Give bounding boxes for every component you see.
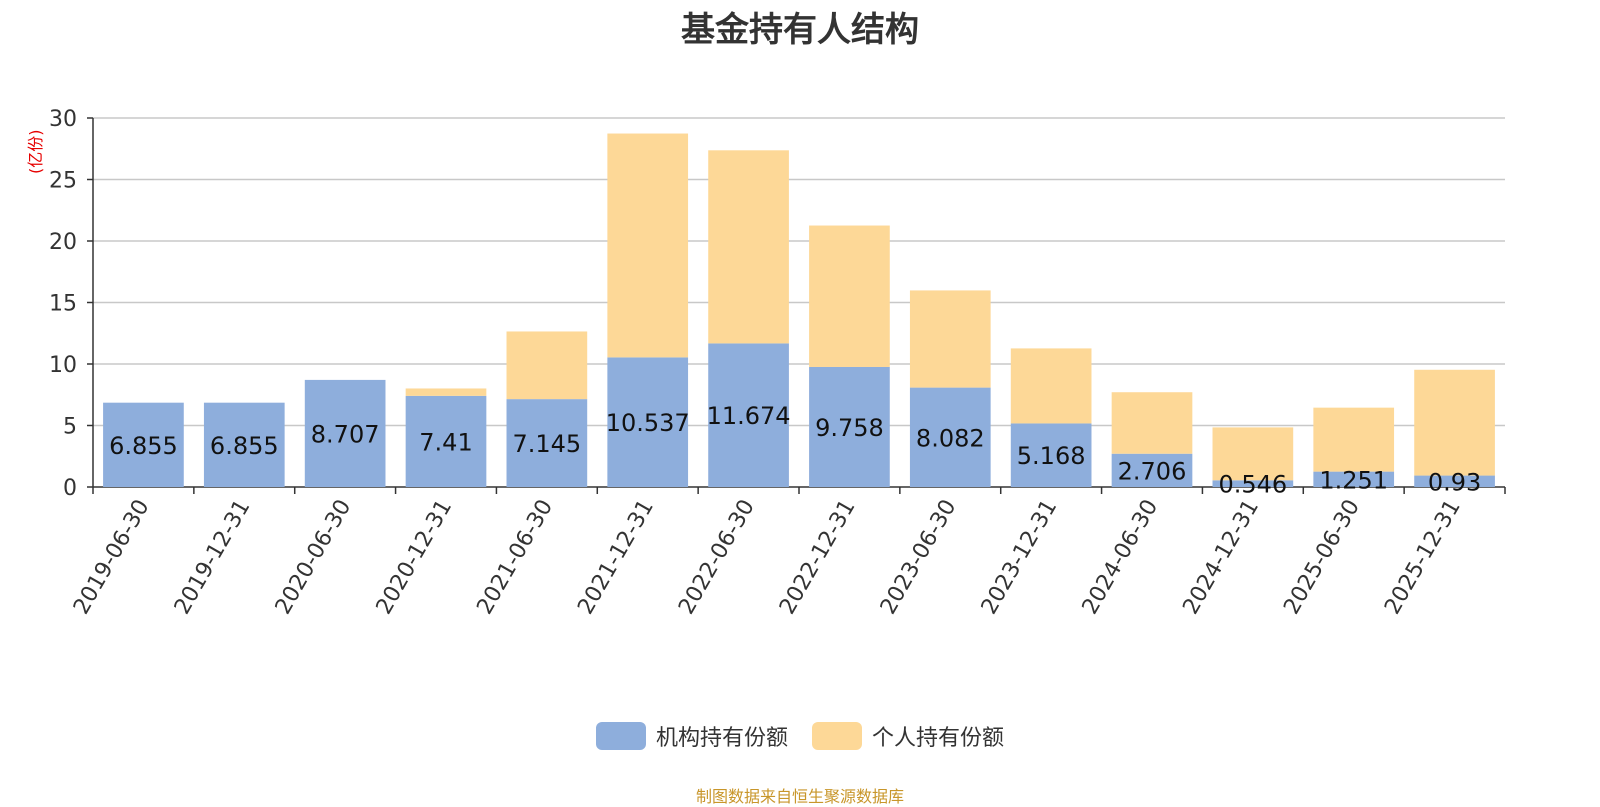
bar-individual [1111, 392, 1193, 454]
bar-institutional [1414, 475, 1495, 487]
x-tick-label: 2022-06-30 [674, 496, 760, 619]
data-label: 0.546 [1218, 471, 1287, 499]
y-tick-label: 15 [49, 292, 77, 317]
x-tick-label: 2019-06-30 [69, 496, 155, 619]
bar-institutional [909, 387, 991, 487]
bar-individual [909, 290, 991, 388]
legend-label-individual: 个人持有份额 [872, 726, 1005, 751]
data-label: 7.41 [419, 428, 472, 456]
bar-institutional [1212, 480, 1294, 487]
bar-institutional [405, 395, 487, 487]
y-tick-label: 10 [49, 353, 77, 378]
bar-individual [809, 225, 890, 367]
bar-institutional [103, 402, 184, 487]
x-tick-label: 2020-12-31 [372, 496, 458, 619]
bar-institutional [1111, 453, 1193, 487]
legend-swatch-individual [812, 722, 862, 750]
data-label: 8.707 [311, 420, 380, 448]
legend-swatch-institutional [595, 722, 646, 750]
y-tick-label: 20 [49, 230, 77, 255]
bar-institutional [304, 379, 386, 487]
x-tick-label: 2022-12-31 [775, 496, 861, 619]
data-label: 10.537 [606, 409, 690, 437]
x-tick-label: 2020-06-30 [271, 496, 357, 619]
data-label: 6.855 [109, 432, 178, 460]
y-tick-label: 30 [49, 107, 77, 132]
bar-individual [506, 331, 588, 400]
bar-individual [607, 133, 689, 358]
chart-plot: 0 5 10 15 20 25 30 6.855 6.855 8.707 7.41 7.145 10.5… [49, 107, 1506, 619]
bar-institutional [708, 343, 789, 487]
legend-label-institutional: 机构持有份额 [655, 726, 788, 751]
bar-individual [1414, 369, 1495, 476]
legend-item-institutional[interactable]: 机构持有份额 [595, 720, 788, 752]
data-label: 11.674 [707, 402, 791, 430]
x-tick-label: 2024-12-31 [1178, 496, 1264, 619]
bar-institutional [1010, 423, 1092, 487]
data-label: 9.758 [815, 414, 884, 442]
y-tick-label: 0 [63, 476, 77, 501]
x-tick-label: 2023-12-31 [977, 496, 1063, 619]
x-tick-label: 2021-12-31 [573, 496, 659, 619]
bar-individual [1313, 407, 1395, 472]
legend-item-individual[interactable]: 个人持有份额 [812, 720, 1004, 752]
bar-institutional [506, 399, 588, 487]
bar-institutional [203, 402, 285, 487]
y-tick-label: 25 [49, 169, 77, 194]
bar-individual [1010, 348, 1092, 424]
data-label: 8.082 [916, 424, 985, 452]
bar-individual [708, 150, 789, 344]
chart-title: 基金持有人结构 [681, 10, 919, 50]
x-tick-label: 2023-06-30 [876, 495, 962, 618]
data-label: 2.706 [1118, 457, 1187, 485]
bar-individual [1212, 427, 1294, 481]
data-label: 7.145 [512, 430, 581, 458]
data-source-note: 制图数据来自恒生聚源数据库 [695, 787, 904, 806]
bar-individual [405, 388, 487, 396]
bar-institutional [1313, 471, 1395, 487]
legend: 机构持有份额 个人持有份额 [0, 720, 1600, 752]
data-label: 5.168 [1017, 442, 1086, 470]
x-tick-label: 2025-06-30 [1279, 496, 1365, 619]
x-tick-label: 2025-12-31 [1380, 496, 1466, 619]
bar-institutional [607, 357, 689, 487]
data-label: 0.93 [1428, 468, 1481, 496]
x-tick-label: 2019-12-31 [170, 496, 256, 619]
bar-institutional [809, 366, 890, 487]
data-label: 6.855 [210, 432, 279, 460]
y-tick-label: 5 [63, 415, 77, 440]
data-label: 1.251 [1319, 466, 1388, 494]
x-tick-label: 2021-06-30 [472, 496, 558, 619]
x-tick-label: 2024-06-30 [1078, 496, 1164, 619]
